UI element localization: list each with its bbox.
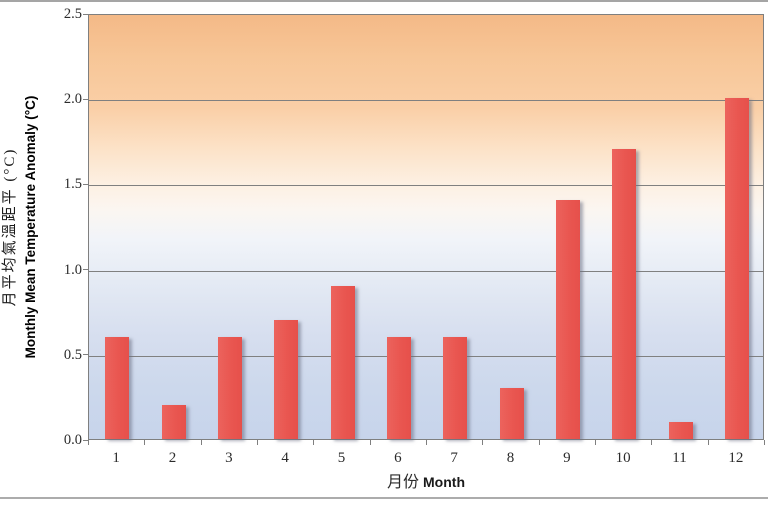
x-tick-label-4: 4 [281,450,289,466]
x-tick-mark-1 [144,440,146,445]
x-axis-title-chinese: 月份 [387,474,420,491]
gridline-0.5 [89,355,763,357]
x-tick-mark-2 [200,440,202,445]
y-axis-title-english: Monthly Mean Temperature Anomaly (°C) [23,95,38,359]
y-tick-mark-2.0 [83,98,88,100]
bar-month-11 [668,421,693,439]
gridline-1.5 [89,185,763,187]
x-tick-label-6: 6 [394,450,402,466]
bar-month-6 [386,336,411,439]
x-tick-label-1: 1 [112,450,120,466]
bar-month-4 [274,319,299,439]
x-tick-mark-8 [538,440,540,445]
y-tick-mark-2.5 [83,13,88,15]
bar-month-1 [105,336,130,439]
y-tick-mark-0.5 [83,354,88,356]
y-tick-label-0.5: 0.5 [63,346,82,363]
x-tick-mark-9 [595,440,596,445]
bar-month-5 [330,285,355,439]
x-tick-label-7: 7 [450,450,458,466]
bar-month-3 [217,336,242,439]
x-tick-mark-10 [651,440,653,445]
y-tick-mark-1.5 [83,183,88,185]
x-tick-label-9: 9 [563,450,571,466]
x-axis-title: 月份 Month [88,468,764,492]
x-tick-label-5: 5 [337,450,346,466]
bar-month-8 [499,387,524,439]
x-tick-label-10: 10 [615,450,631,466]
x-tick-label-12: 12 [728,450,744,466]
bar-month-12 [724,98,749,439]
x-tick-mark-11 [707,440,709,445]
x-tick-mark-5 [369,440,371,445]
y-tick-label-2.0: 2.0 [63,91,82,108]
bar-month-10 [612,149,637,439]
y-tick-label-2.5: 2.5 [63,6,82,22]
x-tick-label-11: 11 [672,450,687,466]
top-frame-border [0,0,768,2]
y-tick-label-1.5: 1.5 [63,176,82,193]
bar-month-2 [161,404,186,439]
x-tick-mark-12 [764,440,765,445]
y-tick-label-0.0: 0.0 [63,432,82,448]
x-tick-mark-0 [88,440,89,445]
y-axis-title: 月平均氣溫距平 (°C) Monthly Mean Temperature An… [0,14,44,440]
x-tick-label-8: 8 [506,450,515,466]
y-tick-mark-0.0 [83,439,88,441]
x-tick-mark-7 [482,440,484,445]
x-tick-label-3: 3 [225,450,233,466]
y-axis-title-chinese: 月平均氣溫距平 (°C) [2,147,18,307]
bar-month-7 [443,336,468,439]
bar-month-9 [555,200,580,439]
gridline-1.0 [89,270,763,272]
x-tick-mark-4 [313,440,315,445]
gridline-2.0 [89,100,763,102]
x-axis-title-english: Month [423,474,465,490]
y-tick-label-1.0: 1.0 [63,261,82,278]
plot-area [88,14,764,440]
x-tick-mark-3 [257,440,258,445]
bottom-frame-border [0,497,768,499]
x-tick-label-2: 2 [168,450,177,466]
x-tick-mark-6 [426,440,427,445]
y-tick-mark-1.0 [83,269,88,271]
